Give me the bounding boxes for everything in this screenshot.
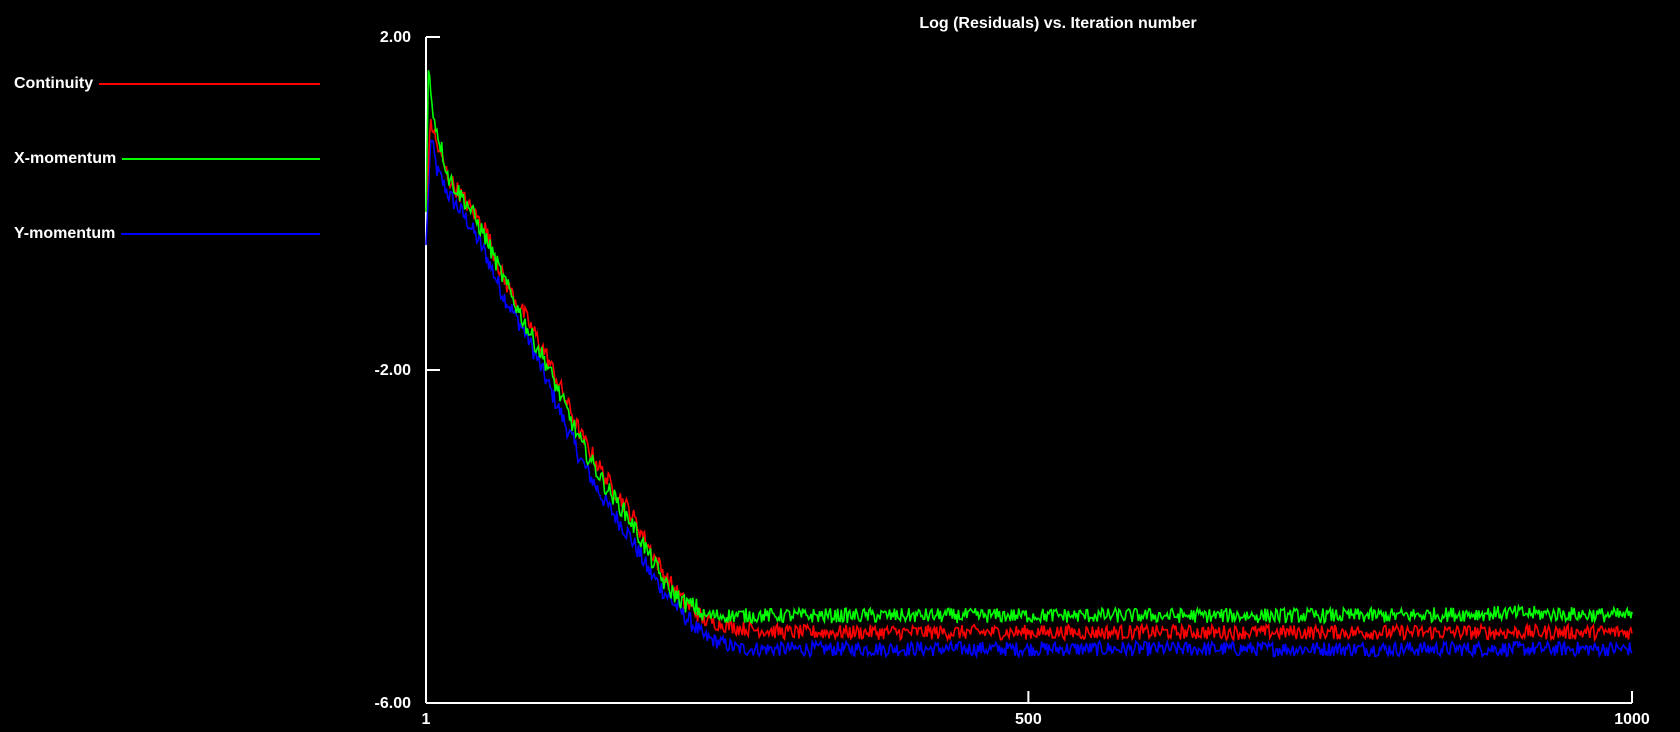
y-tick-label: 2.00 bbox=[380, 29, 411, 46]
x-tick-label: 1000 bbox=[1614, 711, 1650, 728]
legend-label: Continuity bbox=[14, 75, 94, 92]
series-line-y-momentum bbox=[425, 139, 1633, 660]
y-tick-label: -2.00 bbox=[375, 362, 412, 379]
legend-swatch-line bbox=[99, 83, 321, 85]
legend-item: Continuity bbox=[14, 72, 321, 96]
legend-label: X-momentum bbox=[14, 150, 117, 167]
series-line-continuity bbox=[425, 118, 1633, 643]
series-group bbox=[425, 70, 1633, 660]
x-tick-label: 500 bbox=[1015, 711, 1042, 728]
y-tick-label: -6.00 bbox=[375, 695, 412, 712]
legend-item: X-momentum bbox=[14, 147, 321, 171]
legend-item: Y-momentum bbox=[14, 222, 321, 246]
series-line-x-momentum bbox=[425, 70, 1633, 625]
legend-label: Y-momentum bbox=[14, 225, 116, 242]
chart-title: Log (Residuals) vs. Iteration number bbox=[919, 15, 1196, 32]
legend-swatch-line bbox=[122, 158, 321, 160]
x-tick-label: 1 bbox=[422, 711, 431, 728]
legend-swatch-line bbox=[121, 233, 321, 235]
axes: 2.00 -2.00 -6.00 1 500 1000 bbox=[375, 29, 1650, 728]
